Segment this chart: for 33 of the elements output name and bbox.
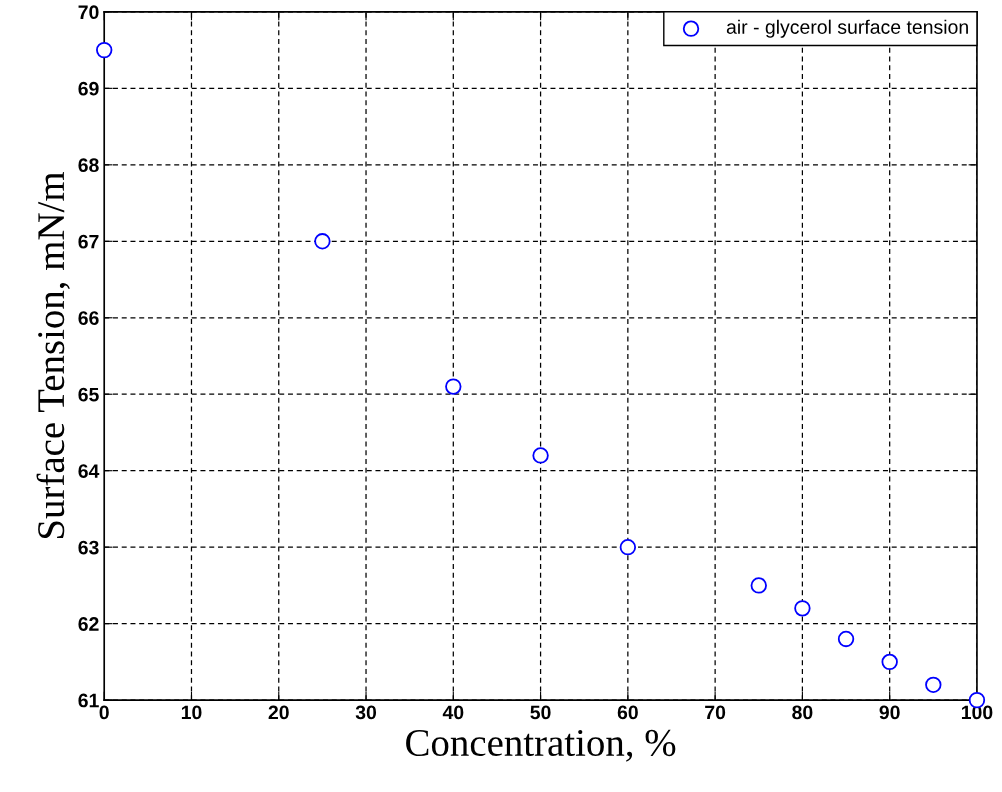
x-tick-label: 80 bbox=[792, 705, 813, 720]
x-tick-label: 0 bbox=[99, 705, 109, 720]
y-tick-label: 64 bbox=[78, 464, 100, 478]
y-tick-label: 68 bbox=[78, 158, 99, 173]
x-axis-title: Concentration, % bbox=[406, 729, 676, 762]
point bbox=[314, 233, 331, 250]
y-tick-label: 70 bbox=[78, 5, 99, 20]
y-tick-label: 65 bbox=[78, 387, 99, 402]
y-tick-label: 63 bbox=[78, 540, 99, 555]
point bbox=[532, 447, 549, 464]
point bbox=[445, 378, 462, 395]
point bbox=[925, 676, 942, 694]
x-tick-label: 40 bbox=[442, 705, 464, 720]
x-tick-label: 10 bbox=[181, 705, 202, 720]
x-tick-label: 20 bbox=[268, 705, 289, 720]
point bbox=[881, 653, 898, 671]
y-tick-label: 67 bbox=[78, 234, 99, 249]
x-tick-label: 60 bbox=[617, 705, 638, 720]
legend-label: air - glycerol surface tension bbox=[726, 19, 968, 38]
y-tick-label: 62 bbox=[78, 617, 99, 631]
y-axis-title: Surface Tension, mN/m bbox=[36, 172, 70, 538]
point bbox=[794, 600, 811, 617]
y-tick-label: 61 bbox=[78, 693, 99, 708]
x-tick-label: 70 bbox=[705, 705, 726, 720]
y-tick-label: 66 bbox=[78, 311, 99, 325]
y-tick-label: 69 bbox=[78, 81, 99, 96]
point bbox=[619, 538, 637, 556]
x-tick-label: 90 bbox=[879, 705, 900, 720]
x-tick-label: 50 bbox=[530, 705, 551, 720]
point bbox=[837, 630, 855, 648]
point bbox=[750, 577, 767, 594]
point bbox=[96, 41, 113, 59]
x-tick-label: 30 bbox=[355, 705, 377, 720]
